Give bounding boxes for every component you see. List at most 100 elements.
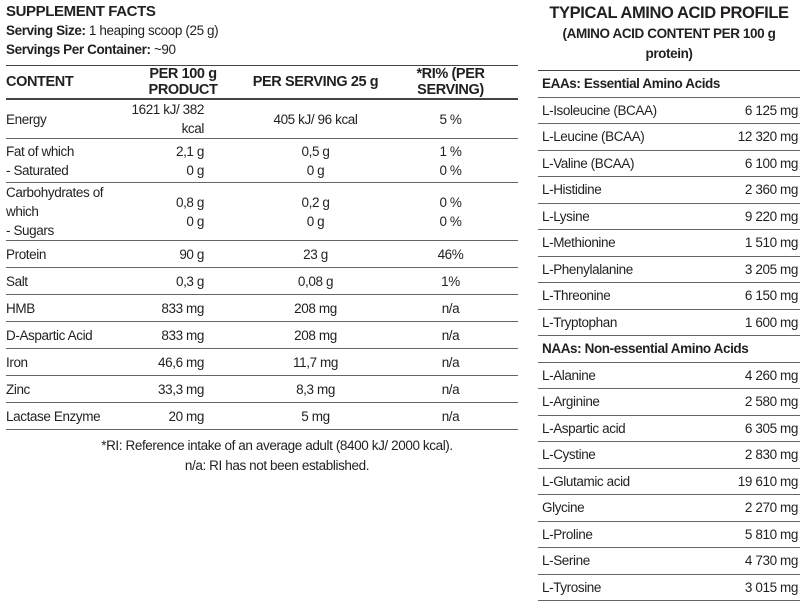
per-serving-value: 208 mg	[248, 321, 383, 349]
amino-acid-table: EAAs: Essential Amino Acids L-Isoleucine …	[538, 70, 800, 601]
ri-percent-line: n/a	[441, 408, 460, 424]
amino-acid-row: L-Leucine (BCAA) 12 320 mg	[538, 123, 800, 151]
amino-acid-row: L-Lysine 9 220 mg	[538, 203, 800, 230]
amino-acid-row: L-Histidine 2 360 mg	[538, 176, 800, 204]
nutrient-name-line: Lactase Enzyme	[6, 408, 101, 424]
ri-percent-line: 0 %	[439, 213, 462, 229]
per-100g-value-line: 2,1 g	[175, 143, 204, 159]
amino-acid-name: L-Tryptophan	[538, 309, 709, 336]
per-serving-value-line: 5 mg	[301, 408, 330, 424]
footnote-na: n/a: RI has not been established.	[184, 458, 370, 473]
table-row: Protein 90 g 23 g 46%	[6, 240, 518, 268]
amino-acid-name: L-Alanine	[538, 362, 709, 389]
ri-percent-line: 46%	[437, 246, 464, 262]
per-serving-value-line: 0 g	[306, 213, 325, 229]
amino-acid-amount: 3 205 mg	[708, 256, 800, 283]
ri-percent-line: 1 %	[439, 143, 462, 159]
amino-acid-row: L-Arginine 2 580 mg	[538, 388, 800, 416]
amino-title: TYPICAL AMINO ACID PROFILE	[549, 4, 789, 22]
per-100g-value-line: 0,8 g	[175, 194, 204, 210]
per-100g-value: 833 mg	[118, 294, 248, 322]
amino-acid-amount: 6 305 mg	[708, 415, 800, 442]
amino-acid-amount: 9 220 mg	[708, 203, 800, 230]
amino-acid-name: L-Lysine	[538, 203, 709, 230]
amino-acid-name: L-Threonine	[538, 282, 709, 310]
amino-acid-amount: 12 320 mg	[708, 123, 800, 151]
amino-acid-row: L-Methionine 1 510 mg	[538, 229, 800, 257]
amino-acid-row: L-Glutamic acid 19 610 mg	[538, 468, 800, 495]
per-serving-value: 5 mg	[248, 402, 383, 430]
amino-acid-amount: 2 830 mg	[708, 441, 800, 469]
nutrient-name: D-Aspartic Acid	[6, 321, 118, 349]
ri-percent-line: 1%	[441, 273, 460, 289]
supplement-facts-table: CONTENT PER 100 g PRODUCT PER SERVING 25…	[6, 65, 518, 430]
amino-acid-row: L-Alanine 4 260 mg	[538, 362, 800, 389]
amino-acid-name: L-Glutamic acid	[538, 468, 709, 495]
ri-percent-line: 0 %	[439, 194, 462, 210]
nutrient-name-line: - Sugars	[6, 223, 54, 238]
amino-acid-amount: 2 270 mg	[708, 494, 800, 522]
per-100g-value-line: 90 g	[179, 246, 204, 262]
per-serving-value-line: 405 kJ/ 96 kcal	[273, 111, 358, 127]
per-100g-value: 90 g	[118, 240, 248, 268]
ri-percent: 1%	[383, 267, 518, 295]
per-serving-value: 23 g	[248, 240, 383, 268]
per-100g-value: 20 mg	[118, 402, 248, 430]
amino-acid-amount: 5 810 mg	[708, 521, 800, 548]
serving-size: Serving Size: 1 heaping scoop (25 g)	[6, 23, 219, 38]
amino-acid-row: L-Threonine 6 150 mg	[538, 282, 800, 310]
nutrient-name: Energy	[6, 99, 118, 139]
table-row: Iron 46,6 mg 11,7 mg n/a	[6, 348, 518, 376]
per-serving-value: 0,2 g 0 g	[248, 182, 383, 241]
section-heading-row: NAAs: Non-essential Amino Acids	[538, 335, 800, 363]
table-row: HMB 833 mg 208 mg n/a	[6, 294, 518, 322]
per-serving-value-line: 0,5 g	[301, 143, 330, 159]
per-100g-value: 1621 kJ/ 382 kcal	[118, 99, 248, 139]
ri-percent-line: 0 %	[439, 162, 462, 178]
nutrient-name: Fat of which - Saturated	[6, 138, 118, 183]
amino-acid-amount: 6 100 mg	[708, 150, 800, 177]
column-header: CONTENT	[6, 65, 118, 100]
amino-acid-name: L-Cystine	[538, 441, 709, 469]
per-serving-value-line: 208 mg	[294, 300, 337, 316]
amino-acid-amount: 4 730 mg	[708, 547, 800, 575]
amino-acid-name: Glycine	[538, 494, 709, 522]
amino-acid-name: L-Proline	[538, 521, 709, 548]
nutrient-name-line: Carbohydrates of which	[6, 185, 104, 219]
ri-percent: 5 %	[383, 99, 518, 139]
footnotes: *RI: Reference intake of an average adul…	[6, 436, 518, 476]
ri-percent: 1 % 0 %	[383, 138, 518, 183]
amino-acid-row: L-Proline 5 810 mg	[538, 521, 800, 548]
ri-percent: n/a	[383, 375, 518, 403]
nutrient-name: Iron	[6, 348, 118, 376]
ri-percent-line: n/a	[441, 354, 460, 370]
amino-acid-name: L-Leucine (BCAA)	[538, 123, 709, 151]
per-100g-value-line: 0,3 g	[175, 273, 204, 289]
ri-percent-line: n/a	[441, 300, 460, 316]
per-100g-value: 0,8 g 0 g	[118, 182, 248, 241]
per-100g-value-line: 0 g	[186, 213, 204, 229]
ri-percent-line: n/a	[441, 381, 460, 397]
nutrient-name: Carbohydrates of which - Sugars	[6, 182, 118, 241]
nutrient-name-line: Energy	[6, 111, 47, 127]
ri-percent-line: n/a	[441, 327, 460, 343]
per-serving-value-line: 8,3 mg	[296, 381, 335, 397]
amino-acid-amount: 2 580 mg	[708, 388, 800, 416]
ri-percent: n/a	[383, 348, 518, 376]
nutrient-name-line: HMB	[6, 300, 35, 316]
nutrient-name-line: Zinc	[6, 381, 30, 397]
ri-percent: 46%	[383, 240, 518, 268]
amino-acid-name: L-Isoleucine (BCAA)	[538, 97, 709, 124]
amino-acid-name: L-Valine (BCAA)	[538, 150, 709, 177]
per-100g-value-line: 1621 kJ/ 382 kcal	[131, 102, 204, 136]
per-100g-value: 0,3 g	[118, 267, 248, 295]
amino-acid-amount: 3 015 mg	[708, 574, 800, 601]
per-100g-value-line: 833 mg	[161, 327, 204, 343]
per-100g-value-line: 833 mg	[161, 300, 204, 316]
amino-acid-row: L-Phenylalanine 3 205 mg	[538, 256, 800, 283]
amino-acid-row: L-Valine (BCAA) 6 100 mg	[538, 150, 800, 177]
nutrient-name-line: Iron	[6, 354, 28, 370]
nutrient-name: Salt	[6, 267, 118, 295]
servings-per-container: Servings Per Container: ~90	[6, 42, 176, 57]
